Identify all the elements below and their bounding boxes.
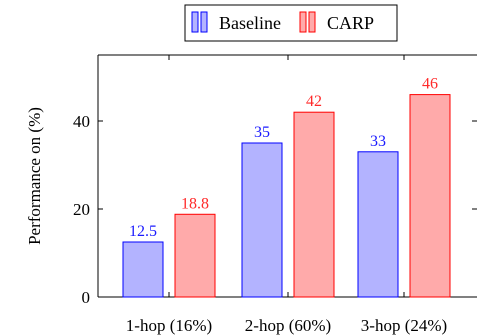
legend-swatch-carp xyxy=(299,11,307,33)
bar-baseline-3 xyxy=(357,151,399,298)
legend-label-baseline: Baseline xyxy=(219,13,281,33)
legend-box xyxy=(184,4,398,42)
bar-carp-3 xyxy=(409,94,451,298)
data-label-carp: 18.8 xyxy=(181,195,209,212)
bar-carp-1 xyxy=(174,213,216,298)
bar-baseline-2 xyxy=(241,142,283,298)
x-tick-label: 2-hop (60%) xyxy=(245,316,331,335)
data-label-baseline: 33 xyxy=(370,133,386,150)
legend-swatch-carp xyxy=(308,11,316,33)
x-tick-label: 1-hop (16%) xyxy=(126,316,212,335)
y-tick-label: 20 xyxy=(73,200,90,219)
legend-label-carp: CARP xyxy=(327,13,374,33)
y-axis-label: Performance on (%) xyxy=(25,107,44,245)
y-tick-label: 0 xyxy=(82,288,91,307)
legend-swatch-baseline xyxy=(191,11,199,33)
bar-carp-2 xyxy=(293,111,335,298)
data-label-baseline: 35 xyxy=(254,124,270,141)
x-tick-label: 3-hop (24%) xyxy=(361,316,447,335)
legend-swatch-baseline xyxy=(200,11,208,33)
data-label-carp: 46 xyxy=(422,76,438,93)
bar-baseline-1 xyxy=(122,241,164,298)
data-label-baseline: 12.5 xyxy=(129,223,157,240)
legend: Baseline CARP xyxy=(184,4,398,42)
y-tick-label: 40 xyxy=(73,112,90,131)
data-label-carp: 42 xyxy=(306,93,322,110)
